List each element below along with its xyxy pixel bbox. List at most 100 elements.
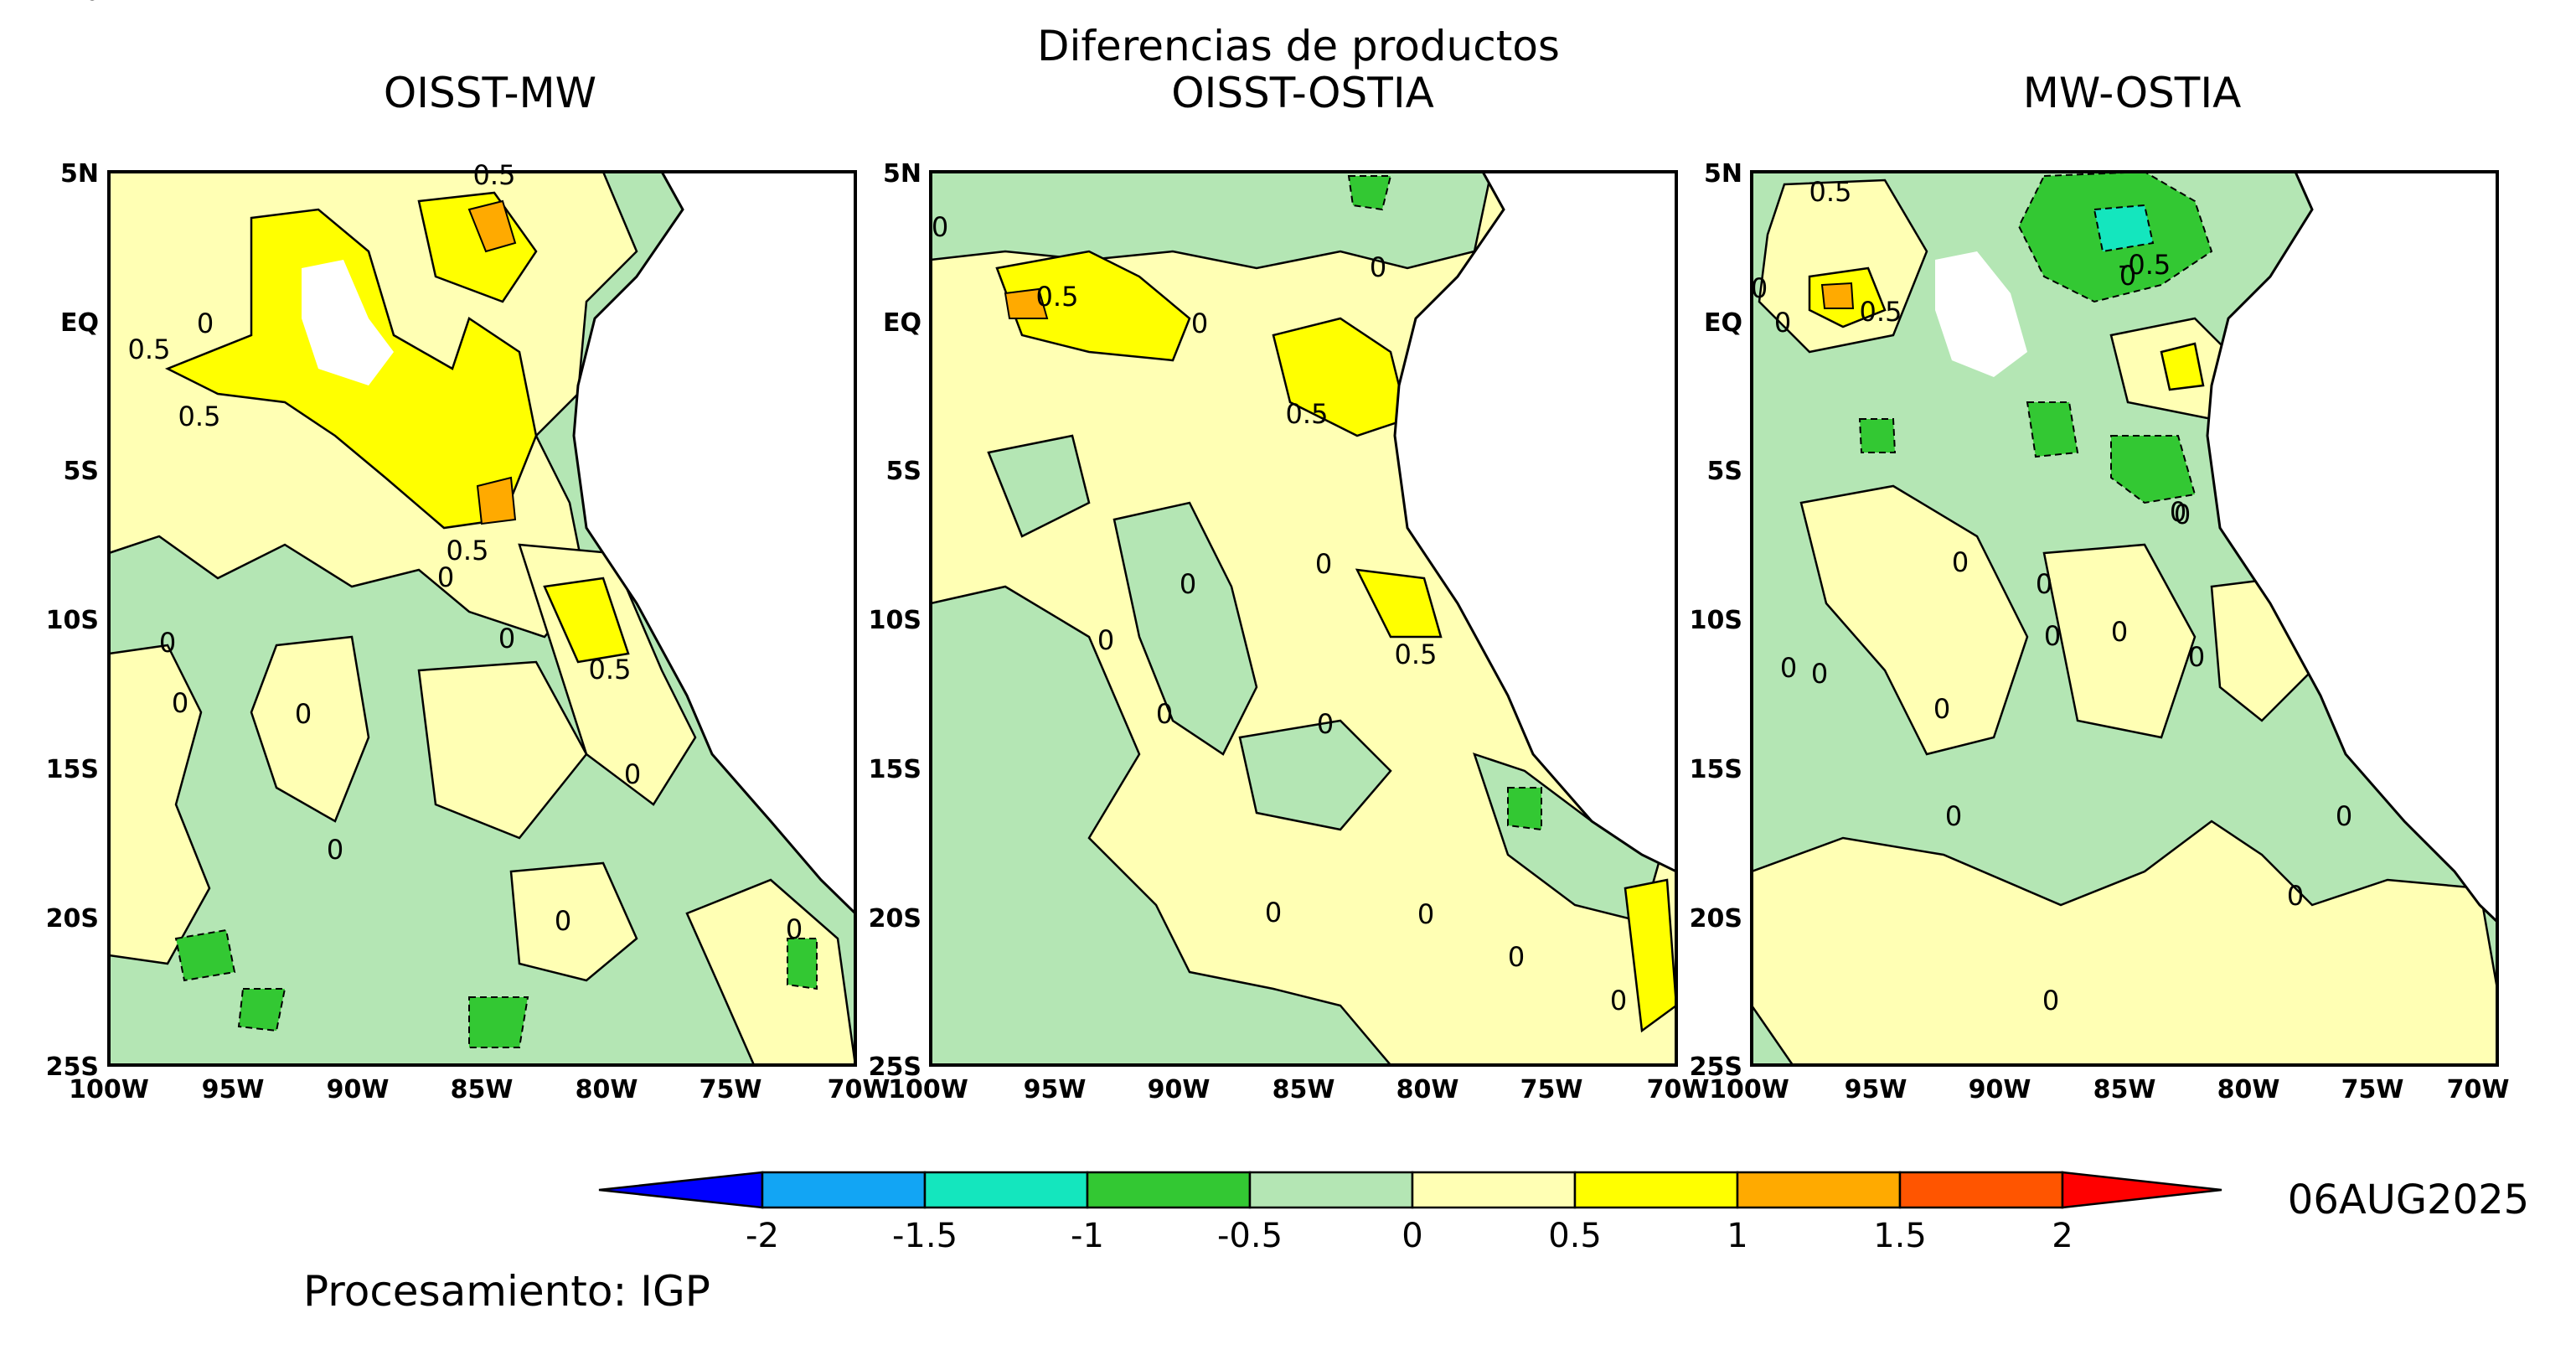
colorbar-tick-label: -1	[1071, 1217, 1104, 1255]
lon-tick-label: 80W	[576, 1075, 638, 1104]
colorbar-low-arrow	[598, 1171, 764, 1209]
lon-axis-panel-3: 100W 95W 90W 85W 80W 75W 70W	[1709, 1075, 2509, 1104]
map-panel-oisst-ostia: 0 0.5 0 0.5 0 0 0.5 0 0 0 0 0 0 0 0	[929, 170, 1678, 1067]
land-south-america	[572, 172, 855, 916]
panel-title-mw-ostia: MW-OSTIA	[2023, 69, 2242, 117]
panel-title-oisst-mw: OISST-MW	[384, 69, 596, 117]
strong-positive-region	[1624, 878, 1676, 1033]
negative-anomaly-region	[2110, 435, 2197, 504]
contour-label: 0	[1417, 898, 1434, 930]
credit-label: Procesamiento: IGP	[303, 1267, 710, 1316]
lat-tick-label: 5S	[886, 457, 921, 486]
contour-label: 0	[1774, 307, 1791, 339]
contour-label: 0	[2188, 641, 2205, 673]
colorbar-tick-label: 2	[2052, 1217, 2073, 1255]
lat-tick-label: EQ	[883, 308, 921, 338]
lat-tick-label: 20S	[869, 904, 921, 934]
contour-label: 0	[932, 211, 948, 243]
contour-label: 0	[498, 623, 515, 654]
negative-anomaly-region	[1112, 501, 1258, 756]
contour-label: 0	[2119, 260, 2136, 292]
negative-anomaly-region	[1507, 787, 1542, 831]
colorbar-high-arrow	[2061, 1171, 2222, 1209]
lon-tick-label: 95W	[1845, 1075, 1907, 1104]
contour-label: 0.5	[589, 654, 632, 685]
negative-anomaly-region	[1858, 418, 1897, 453]
contour-label: 0	[2170, 496, 2186, 528]
contour-label: 0.5	[473, 159, 516, 191]
contour-label: 0	[1610, 985, 1627, 1016]
date-label: 06AUG2025	[2288, 1177, 2529, 1223]
map-panel-oisst-mw: 0.5 0 0.5 0.5 0.5 0 0 0 0 0 0.5 0 0 0 0 …	[84, 0, 857, 1067]
contour-label: 0.5	[1809, 176, 1852, 208]
negative-anomaly-region	[468, 996, 529, 1048]
moderate-positive-region	[467, 199, 517, 253]
lon-axis-panel-1: 100W 95W 90W 85W 80W 75W 70W	[69, 1075, 890, 1104]
strong-positive-region	[2160, 342, 2205, 391]
lon-tick-label: 75W	[2341, 1075, 2404, 1104]
contour-label: 0	[159, 627, 176, 659]
contour-label: 0	[2111, 616, 2128, 648]
contour-label: 0	[172, 687, 188, 719]
lat-tick-label: 5S	[1707, 457, 1742, 486]
lat-tick-label: 25S	[869, 1052, 921, 1082]
very-negative-region	[2093, 204, 2155, 253]
lon-tick-label: 85W	[451, 1075, 514, 1104]
contour-label: 0	[327, 834, 343, 866]
positive-anomaly-region	[2042, 543, 2197, 739]
contour-label: 0.5	[1395, 639, 1438, 670]
negative-anomaly-region	[987, 434, 1091, 538]
positive-anomaly-region	[1799, 484, 2029, 756]
lat-tick-label: 5S	[64, 457, 99, 486]
lon-tick-label: 90W	[1969, 1075, 2031, 1104]
colorbar-tick-label: -0.5	[1217, 1217, 1283, 1255]
contour-labels: 0 0.5 0 0.5 0 0 0.5 0 0 0 0 0 0 0 0	[932, 211, 1627, 1016]
lon-tick-label: 80W	[2217, 1075, 2280, 1104]
lat-tick-label: 10S	[46, 606, 99, 635]
contour-label: 0	[1933, 693, 1950, 725]
colorbar-tick-label: 0	[1402, 1217, 1422, 1255]
lon-tick-label: 95W	[202, 1075, 265, 1104]
colorbar-tick-label: 1	[1727, 1217, 1747, 1255]
land-south-america	[2206, 172, 2497, 924]
colorbar-segment	[1248, 1171, 1414, 1209]
lon-tick-label: 75W	[1520, 1075, 1583, 1104]
contour-label: -0.5	[2119, 249, 2171, 281]
moderate-positive-region	[1820, 282, 1855, 309]
colorbar-tick-label: -2	[746, 1217, 779, 1255]
contour-label: 0	[1751, 272, 1768, 304]
contour-label: 0	[1180, 568, 1196, 600]
contour-label: 0	[555, 905, 571, 937]
colorbar-tick-label: -1.5	[892, 1217, 958, 1255]
contour-label: 0	[2036, 568, 2052, 600]
negative-anomaly-region	[1347, 175, 1392, 211]
contour-label: 0	[624, 758, 641, 790]
contour-label: 0.5	[128, 334, 171, 365]
positive-anomaly-region	[250, 635, 370, 823]
contour-label: 0	[2042, 985, 2059, 1016]
contour-label: 0	[197, 308, 214, 339]
contour-label: 0	[1315, 548, 1332, 580]
colorbar-tick-labels: -2 -1.5 -1 -0.5 0 0.5 1 1.5 2	[746, 1217, 2073, 1255]
colorbar-segment	[1411, 1171, 1577, 1209]
map-frame	[929, 170, 1678, 1067]
negative-anomaly-region	[931, 585, 1392, 1065]
negative-anomaly-region	[1238, 719, 1392, 831]
negative-anomaly-region	[2026, 401, 2079, 458]
contour-label: 0	[1945, 800, 1962, 832]
positive-anomaly-region	[509, 861, 638, 982]
contour-label: 0	[1370, 251, 1386, 283]
negative-anomaly-region	[787, 938, 818, 990]
contour-label: 0.5	[178, 401, 221, 432]
contour-label: 0	[1097, 624, 1114, 656]
positive-anomaly-region	[685, 878, 855, 1065]
missing-data-area	[302, 260, 394, 385]
lat-tick-label: 15S	[869, 755, 921, 784]
lon-tick-label: 90W	[1148, 1075, 1211, 1104]
contour-label: 0	[1811, 658, 1828, 690]
colorbar-segment	[761, 1171, 927, 1209]
map-frame	[107, 170, 857, 1067]
lat-axis-panel-2: 5N EQ 5S 10S 15S 20S 25S	[869, 159, 921, 1082]
contour-labels: 0.5 0 0 0.5 -0.5 0 0 0 0 0 0 0 0 0 0 0 0…	[1751, 176, 2352, 1016]
contour-label: 0	[2174, 499, 2191, 530]
